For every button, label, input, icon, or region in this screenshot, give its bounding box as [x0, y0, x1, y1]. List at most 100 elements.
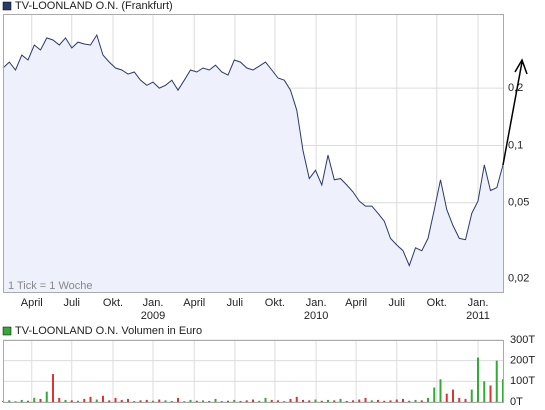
x-tick-label: Okt. — [427, 297, 447, 309]
y-tick-label: 100T — [510, 375, 535, 387]
arrow — [502, 61, 523, 166]
volume-bar — [158, 399, 161, 402]
volume-bar — [495, 360, 498, 402]
x-tick-label: Juli — [388, 297, 405, 309]
volume-bar — [327, 399, 329, 402]
price-line — [2, 33, 504, 267]
volume-bar — [289, 398, 292, 402]
volume-bar — [133, 400, 136, 402]
volume-bar — [452, 389, 454, 402]
volume-bar — [33, 397, 36, 402]
x-year-label: 2011 — [466, 310, 490, 322]
volume-bar — [427, 397, 429, 402]
volume-bar — [402, 398, 404, 402]
y-tick-label: 0,05 — [508, 197, 529, 209]
volume-bar — [114, 397, 117, 402]
volume-bar — [458, 397, 461, 402]
x-tick-label: April — [345, 297, 367, 309]
volume-bar — [339, 398, 342, 402]
volume-bar — [214, 398, 217, 402]
volume-bar — [39, 398, 42, 402]
volume-bar — [202, 400, 204, 402]
volume-bar — [183, 401, 186, 402]
x-tick-label: Jan. — [143, 297, 164, 309]
volume-bar — [102, 395, 104, 402]
volume-bar — [295, 396, 298, 402]
x-tick-label: Okt. — [265, 297, 285, 309]
volume-bar — [308, 400, 311, 402]
volume-bar — [245, 400, 248, 402]
legend-swatch — [2, 326, 12, 336]
volume-bar — [252, 399, 254, 402]
volume-bar — [27, 400, 29, 402]
volume-bar — [45, 391, 48, 402]
volume-bar — [127, 398, 129, 402]
volume-bar — [120, 399, 123, 402]
volume-bar — [208, 400, 211, 402]
volume-bar — [277, 400, 279, 402]
volume-bar — [283, 401, 286, 402]
x-tick-label: Okt. — [103, 297, 123, 309]
volume-bar — [20, 399, 23, 402]
volume-bar — [189, 399, 192, 402]
volume-bar — [195, 400, 198, 402]
chart-title: TV-LOONLAND O.N. (Frankfurt) — [15, 0, 173, 12]
y-tick-label: 200T — [510, 355, 535, 367]
volume-bar — [395, 399, 398, 402]
volume-bar — [370, 400, 373, 402]
x-year-label: 2009 — [141, 310, 165, 322]
volume-bar — [270, 399, 273, 402]
volume-bar — [89, 396, 92, 402]
volume-title: TV-LOONLAND O.N. Volumen in Euro — [15, 325, 202, 337]
volume-bar — [8, 400, 11, 402]
volume-bar — [64, 399, 67, 402]
volume-bar — [227, 400, 229, 402]
arrow-head — [514, 58, 528, 75]
volume-bar — [364, 397, 367, 402]
volume-bar — [233, 399, 236, 402]
plot-frame — [3, 14, 504, 293]
x-tick-label: April — [183, 297, 205, 309]
volume-bar — [320, 400, 323, 402]
volume-bar — [258, 400, 261, 402]
area — [3, 35, 503, 292]
volume-bar — [145, 399, 148, 402]
y-tick-label: 0T — [510, 396, 523, 408]
volume-bar — [83, 398, 86, 402]
annotation: 1 Tick = 1 Woche — [8, 280, 92, 292]
x-tick-label: Juli — [63, 297, 80, 309]
volume-bar — [52, 374, 54, 402]
volume-bar — [333, 400, 336, 402]
x-tick-label: Juli — [227, 297, 244, 309]
volume-bar — [164, 400, 167, 402]
volume-bar — [483, 381, 486, 402]
x-year-label: 2010 — [304, 310, 328, 322]
y-tick-label: 0,1 — [508, 139, 523, 151]
volume-bar — [445, 393, 448, 402]
volume-bar — [77, 400, 79, 402]
volume-bar — [152, 400, 154, 402]
legend-swatch — [2, 1, 12, 11]
y-tick-label: 0,2 — [508, 82, 523, 94]
volume-bar — [464, 398, 467, 402]
volume-bar — [220, 401, 223, 402]
volume-bar — [14, 401, 17, 402]
volume-bar — [264, 397, 267, 402]
volume-bar — [358, 399, 361, 402]
volume-frame — [3, 340, 504, 403]
volume-bar — [177, 397, 179, 402]
volume-bar — [58, 397, 61, 402]
volume-bar — [170, 400, 173, 402]
volume-bar — [95, 399, 98, 402]
volume-bar — [239, 400, 242, 402]
x-tick-label: April — [21, 297, 43, 309]
plot: April Juli Okt. Jan. April Juli Okt. Jan. April J… — [2, 14, 535, 408]
volume-bar — [489, 385, 492, 402]
volume-bar — [433, 387, 436, 402]
volume-bar — [383, 400, 386, 402]
volume-bar — [352, 400, 354, 402]
volume-bar — [470, 389, 473, 402]
y-tick-label: 300T — [510, 334, 535, 346]
volume-bar — [420, 400, 423, 402]
